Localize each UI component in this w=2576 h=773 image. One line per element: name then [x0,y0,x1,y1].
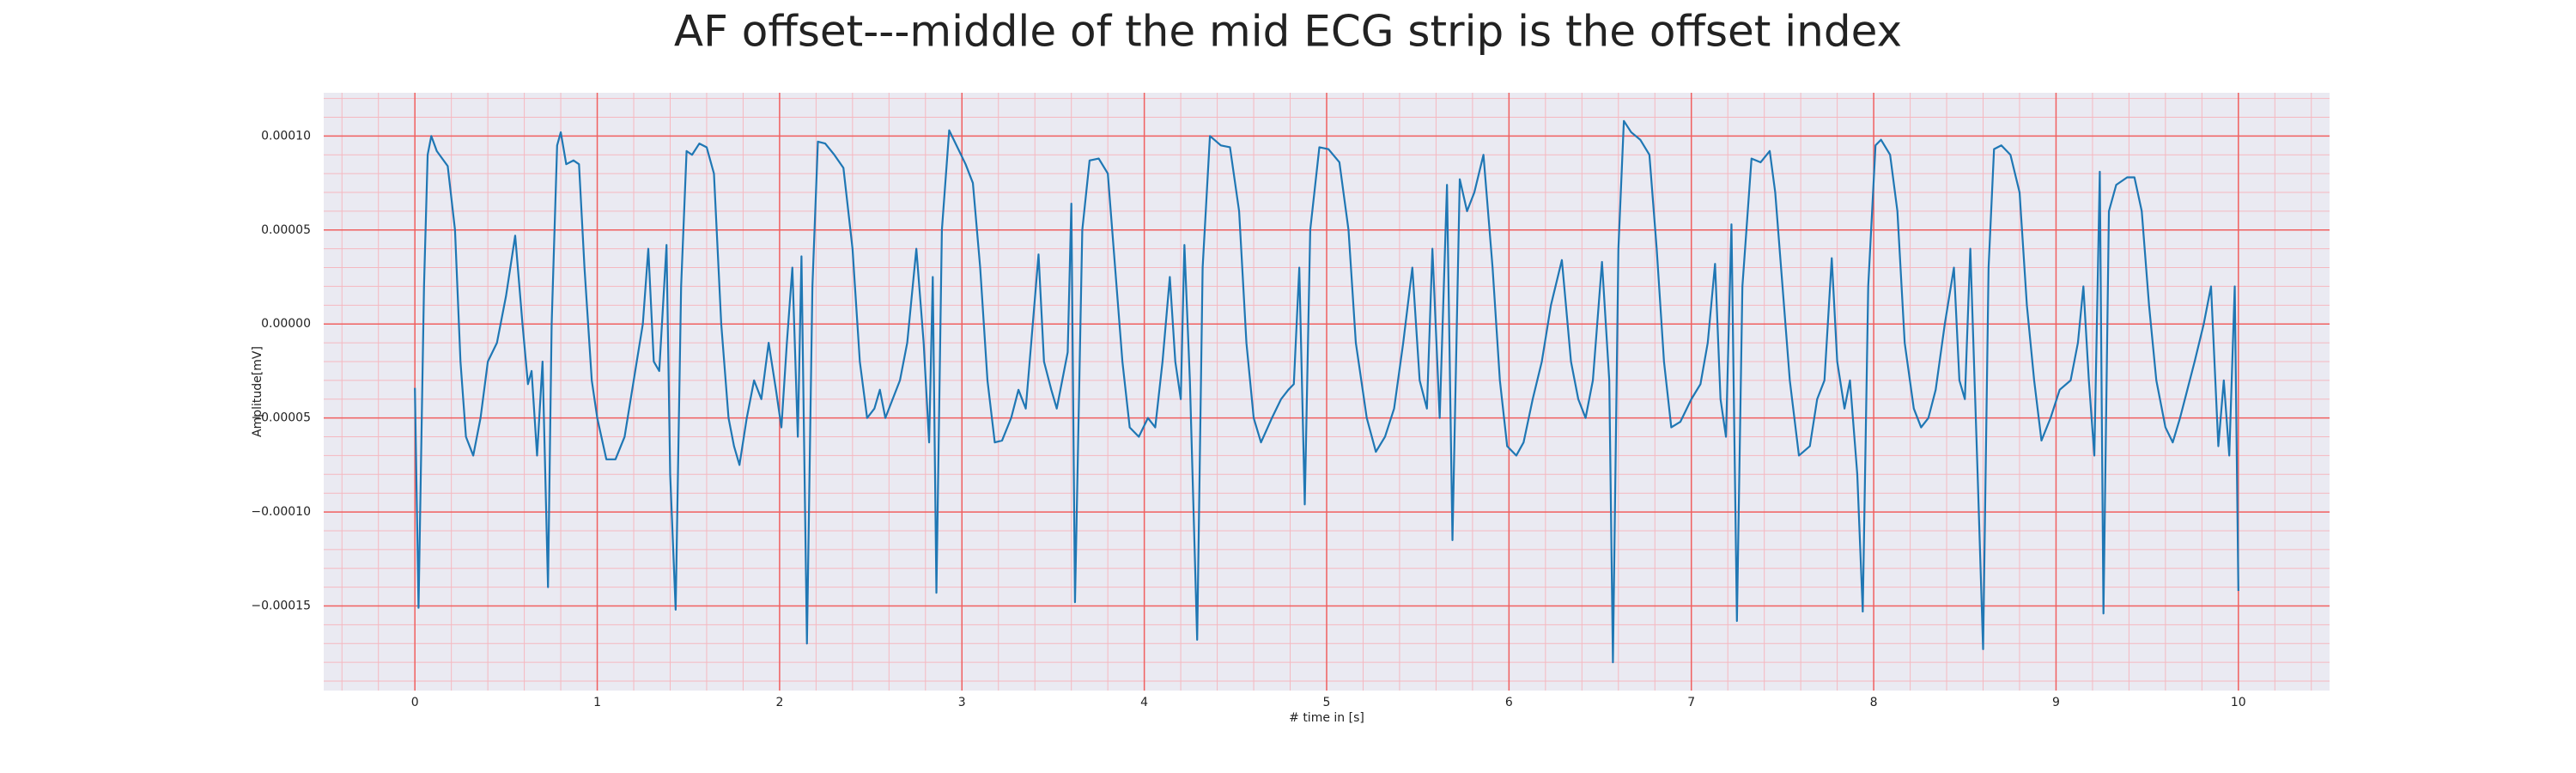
x-tick-label: 0 [411,696,419,709]
y-tick-label: −0.00015 [251,600,311,613]
x-tick-label: 7 [1687,696,1695,709]
y-tick-label: 0.00005 [261,223,311,237]
y-axis-label: Amplitude[mV] [251,346,264,437]
x-tick-label: 4 [1140,696,1148,709]
ecg-line [414,119,2239,664]
y-tick-label: 0.00000 [261,317,311,331]
chart-title: AF offset---middle of the mid ECG strip … [674,7,1902,57]
y-tick-label: −0.00005 [251,411,311,425]
x-axis-label: # time in [s] [1289,711,1364,725]
x-tick-label: 9 [2052,696,2060,709]
y-tick-label: −0.00010 [251,505,311,519]
x-tick-label: 1 [593,696,601,709]
x-tick-label: 5 [1323,696,1331,709]
x-tick-label: 10 [2231,696,2246,709]
y-tick-label: 0.00010 [261,129,311,143]
x-tick-label: 8 [1870,696,1878,709]
x-tick-label: 6 [1505,696,1513,709]
x-tick-label: 2 [775,696,783,709]
x-tick-label: 3 [958,696,966,709]
